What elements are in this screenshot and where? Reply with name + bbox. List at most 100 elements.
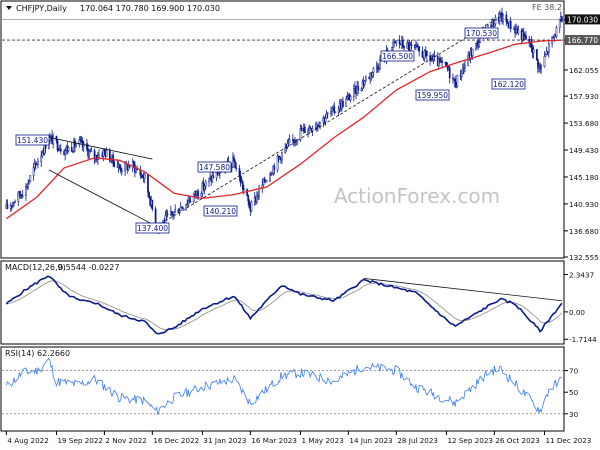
- price-candle-body: [287, 141, 290, 144]
- price-label-137400-box: [135, 222, 170, 234]
- rsi-values: 62.2660: [37, 349, 70, 358]
- price-candle-body: [378, 68, 380, 70]
- price-candle-body: [21, 195, 24, 197]
- price-candle-body: [547, 43, 550, 53]
- price-candle-body: [376, 66, 379, 70]
- price-trendline: [48, 136, 153, 160]
- price-label-159950: 159.950: [417, 91, 448, 100]
- price-candle-body: [464, 65, 466, 68]
- price-candle-body: [521, 31, 524, 40]
- x-axis-label: 4 Aug 2022: [7, 436, 48, 445]
- price-candle-body: [525, 35, 527, 40]
- price-candle-body: [234, 161, 236, 169]
- macd-panel: [0, 260, 565, 345]
- price-candle-body: [118, 164, 121, 169]
- price-candle-body: [18, 191, 21, 196]
- price-candle-body: [200, 193, 203, 197]
- price-candle-body: [13, 202, 15, 204]
- price-candle-body: [363, 80, 366, 85]
- price-candle-body: [78, 139, 81, 146]
- price-candle-body: [530, 39, 533, 49]
- price-candle-body: [120, 170, 123, 172]
- last-price-label: 170.030: [567, 15, 598, 24]
- price-axis-label: 140.930: [569, 200, 599, 209]
- price-candle-body: [319, 121, 321, 127]
- price-candle-body: [197, 190, 199, 197]
- symbol-label: CHFJPY,Daily: [16, 4, 67, 13]
- watermark: ActionForex.com: [334, 184, 500, 208]
- price-candle-body: [361, 81, 364, 89]
- price-candle-body: [52, 135, 55, 145]
- price-candle-body: [6, 204, 9, 209]
- price-candle-body: [522, 31, 525, 36]
- price-candle-body: [423, 50, 426, 59]
- price-candle-body: [410, 44, 413, 47]
- price-axis-label: 149.430: [569, 146, 599, 155]
- macd-axis-label: -1.7144: [569, 335, 597, 344]
- price-candle-body: [17, 191, 20, 202]
- price-candle-body: [29, 175, 32, 182]
- price-candle-body: [27, 183, 29, 188]
- x-axis-label: 28 Jul 2023: [397, 436, 438, 445]
- price-candle-body: [299, 128, 302, 140]
- price-candle-body: [64, 150, 67, 156]
- price-candle-body: [189, 201, 192, 203]
- x-axis-label: 2 Nov 2022: [105, 436, 146, 445]
- price-candle-body: [409, 44, 412, 51]
- x-axis-label: 31 Jan 2023: [203, 436, 246, 445]
- price-trendline: [48, 169, 160, 228]
- price-candle-body: [492, 19, 495, 27]
- price-candle-body: [421, 50, 424, 58]
- price-candle-body: [88, 150, 90, 157]
- ma-price-label: 166.770: [567, 36, 598, 45]
- price-candle-body: [364, 77, 367, 82]
- price-candle-body: [425, 51, 428, 56]
- price-candle-body: [494, 17, 497, 25]
- price-candle-body: [247, 195, 250, 202]
- price-candle-body: [392, 41, 394, 48]
- price-candle-body: [331, 107, 333, 113]
- price-candle-body: [102, 149, 105, 157]
- price-candle-body: [148, 192, 150, 198]
- price-candle-body: [192, 194, 195, 202]
- price-candle-body: [463, 67, 465, 70]
- x-axis-label: 19 Sep 2022: [57, 436, 103, 445]
- price-candle-body: [540, 66, 543, 69]
- price-candle-body: [9, 204, 12, 209]
- dropdown-arrow-icon: [6, 6, 12, 10]
- price-candle-body: [12, 202, 14, 206]
- price-candle-body: [271, 173, 274, 175]
- price-candle-body: [93, 150, 96, 160]
- price-candle-body: [372, 67, 375, 73]
- price-candle-body: [208, 178, 210, 183]
- price-candle-body: [112, 154, 114, 163]
- price-candle-body: [181, 207, 184, 210]
- x-axis-label: 11 Dec 2023: [545, 436, 591, 445]
- price-candle-body: [307, 129, 309, 133]
- price-candle-body: [186, 203, 189, 205]
- x-axis: 4 Aug 2022 19 Sep 2022 2 Nov 2022 16 Dec 20…: [5, 431, 591, 445]
- price-candle-body: [536, 49, 538, 61]
- price-candle-body: [545, 50, 548, 55]
- price-candle-body: [431, 59, 434, 61]
- price-candle-body: [263, 178, 266, 183]
- price-candle-body: [493, 23, 496, 27]
- price-candle-body: [555, 27, 558, 37]
- price-candle-body: [103, 149, 106, 152]
- price-candle-body: [164, 214, 167, 223]
- price-candle-body: [349, 96, 352, 101]
- price-candle-body: [441, 60, 443, 63]
- price-candle-body: [333, 106, 336, 113]
- price-candle-body: [558, 19, 561, 28]
- price-candle-body: [288, 139, 291, 143]
- price-candle-body: [33, 163, 36, 168]
- x-axis-label: 14 Jun 2023: [349, 436, 392, 445]
- price-candle-body: [325, 113, 328, 119]
- price-candle-body: [258, 188, 260, 197]
- price-candle-body: [324, 117, 327, 122]
- price-candle-body: [311, 128, 314, 131]
- price-candle-body: [188, 200, 191, 202]
- price-candle-body: [357, 86, 360, 91]
- price-candle-body: [552, 36, 555, 39]
- price-candle-body: [334, 111, 337, 113]
